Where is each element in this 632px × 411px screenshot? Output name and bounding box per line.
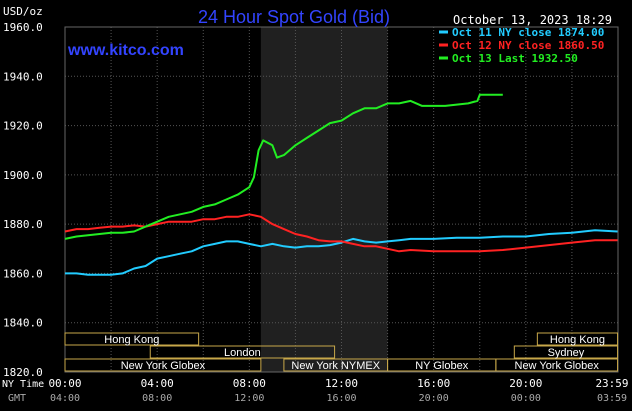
session-bar	[149, 345, 336, 359]
x-tick-label-gmt: 03:59	[597, 393, 627, 404]
x-tick-label-ny: 16:00	[417, 377, 450, 390]
session-bar	[64, 358, 262, 372]
y-tick-label: 1960.0	[3, 21, 43, 34]
x-tick-label-gmt: 00:00	[511, 393, 541, 404]
chart-title: 24 Hour Spot Gold (Bid)	[198, 7, 390, 27]
y-axis: 1960.0 1940.0 1920.0 1900.0 1880.0 1860.0 1840…	[3, 21, 43, 379]
gmt-row-label: GMT	[8, 393, 26, 404]
x-tick-label-gmt: 08:00	[142, 393, 172, 404]
session-bar	[536, 332, 619, 346]
x-tick-label-gmt: 16:00	[326, 393, 356, 404]
y-tick-label: 1840.0	[3, 317, 43, 330]
x-tick-label-ny: 23:59	[595, 377, 628, 390]
session-bar	[495, 358, 619, 372]
x-axis: 00:00 04:00 08:00 12:00 16:00 20:00 23:59 04:00…	[48, 377, 628, 404]
session-label: London	[224, 347, 261, 359]
session-label: Hong Kong	[550, 334, 605, 346]
x-tick-label-ny: 12:00	[325, 377, 358, 390]
series-line	[65, 229, 618, 276]
session-label: Sydney	[548, 347, 585, 359]
x-tick-label-ny: 00:00	[48, 377, 81, 390]
session-label: New York Globex	[121, 360, 206, 372]
session-label: NY Globex	[415, 360, 468, 372]
ny-time-row-label: NY Time	[2, 379, 44, 390]
y-axis-unit: USD/oz	[3, 5, 43, 18]
trading-highlight	[260, 27, 388, 372]
x-tick-label-gmt: 20:00	[419, 393, 449, 404]
y-tick-label: 1820.0	[3, 366, 43, 379]
series-line	[64, 93, 503, 240]
session-bar	[513, 345, 619, 359]
x-tick-label-gmt: 04:00	[50, 393, 80, 404]
series-line	[64, 213, 618, 253]
legend-entry: Oct 11 NY close 1874.00	[452, 26, 604, 39]
session-bar	[64, 332, 200, 346]
session-label: New York Globex	[515, 360, 600, 372]
x-tick-label-ny: 08:00	[233, 377, 266, 390]
x-tick-label-ny: 04:00	[141, 377, 174, 390]
y-tick-label: 1940.0	[3, 70, 43, 83]
legend-entry: Oct 12 NY close 1860.50	[452, 39, 604, 52]
series-lines	[64, 93, 618, 276]
y-tick-label: 1920.0	[3, 120, 43, 133]
watermark: www.kitco.com	[67, 42, 184, 59]
plot-frame	[64, 26, 619, 373]
session-bars: Hong Kong London New York Globex New York N…	[64, 332, 619, 372]
x-tick-label-gmt: 12:00	[234, 393, 264, 404]
grid	[64, 26, 619, 373]
legend-entry: Oct 13 Last 1932.50	[452, 52, 578, 65]
session-label: New York NYMEX	[291, 360, 380, 372]
y-tick-label: 1860.0	[3, 267, 43, 280]
y-tick-label: 1900.0	[3, 169, 43, 182]
timestamp: October 13, 2023 18:29	[453, 13, 612, 27]
y-tick-label: 1880.0	[3, 218, 43, 231]
session-label: Hong Kong	[104, 334, 159, 346]
x-tick-label-ny: 20:00	[509, 377, 542, 390]
